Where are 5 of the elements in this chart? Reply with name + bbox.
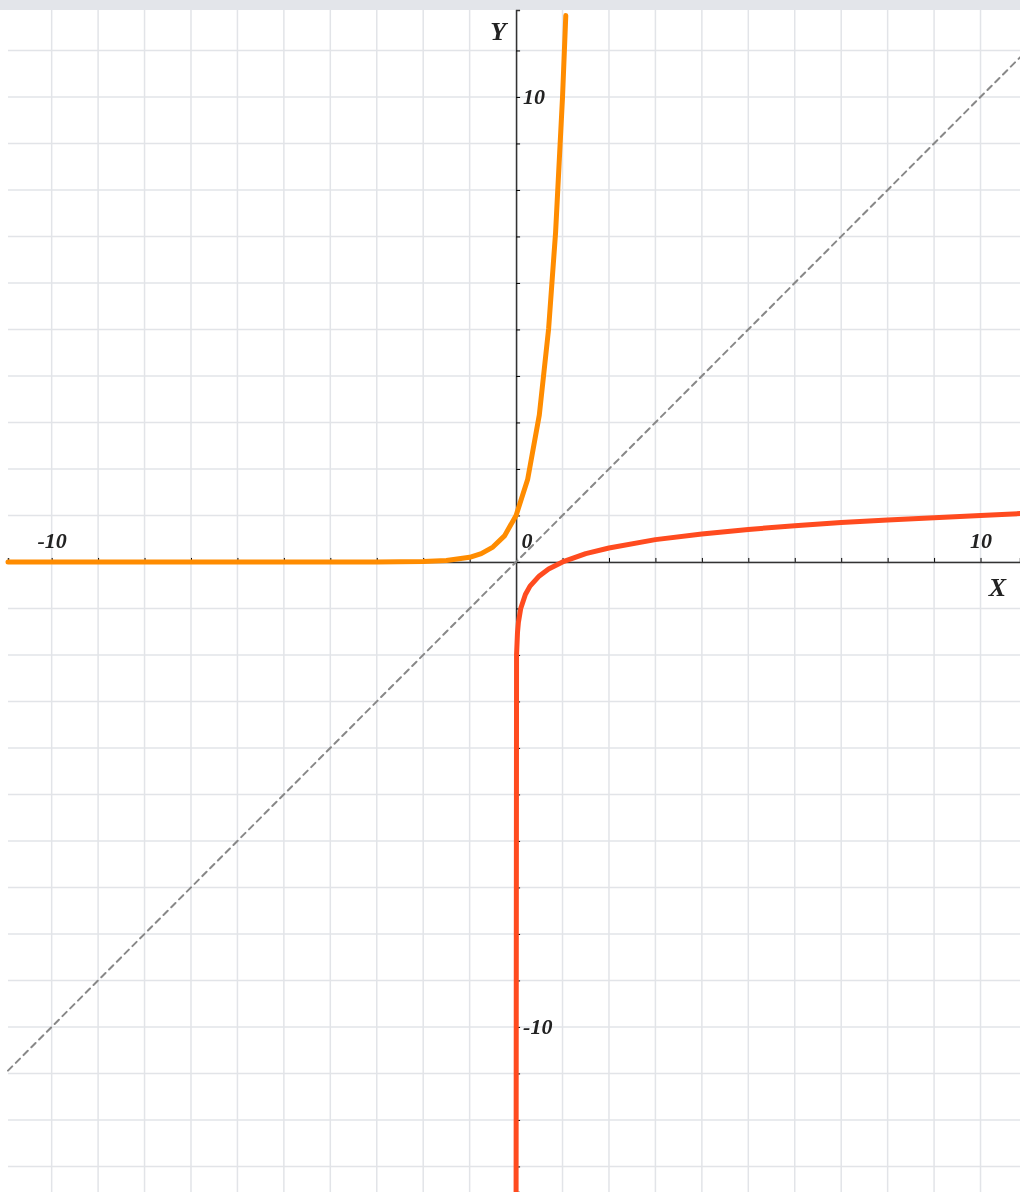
x-tick-label: 0 <box>521 528 533 554</box>
x-tick-label: -10 <box>37 528 67 554</box>
y-axis-title: Y <box>490 17 509 46</box>
x-tick-label: 10 <box>970 528 993 554</box>
x-axis-title: X <box>987 572 1007 602</box>
